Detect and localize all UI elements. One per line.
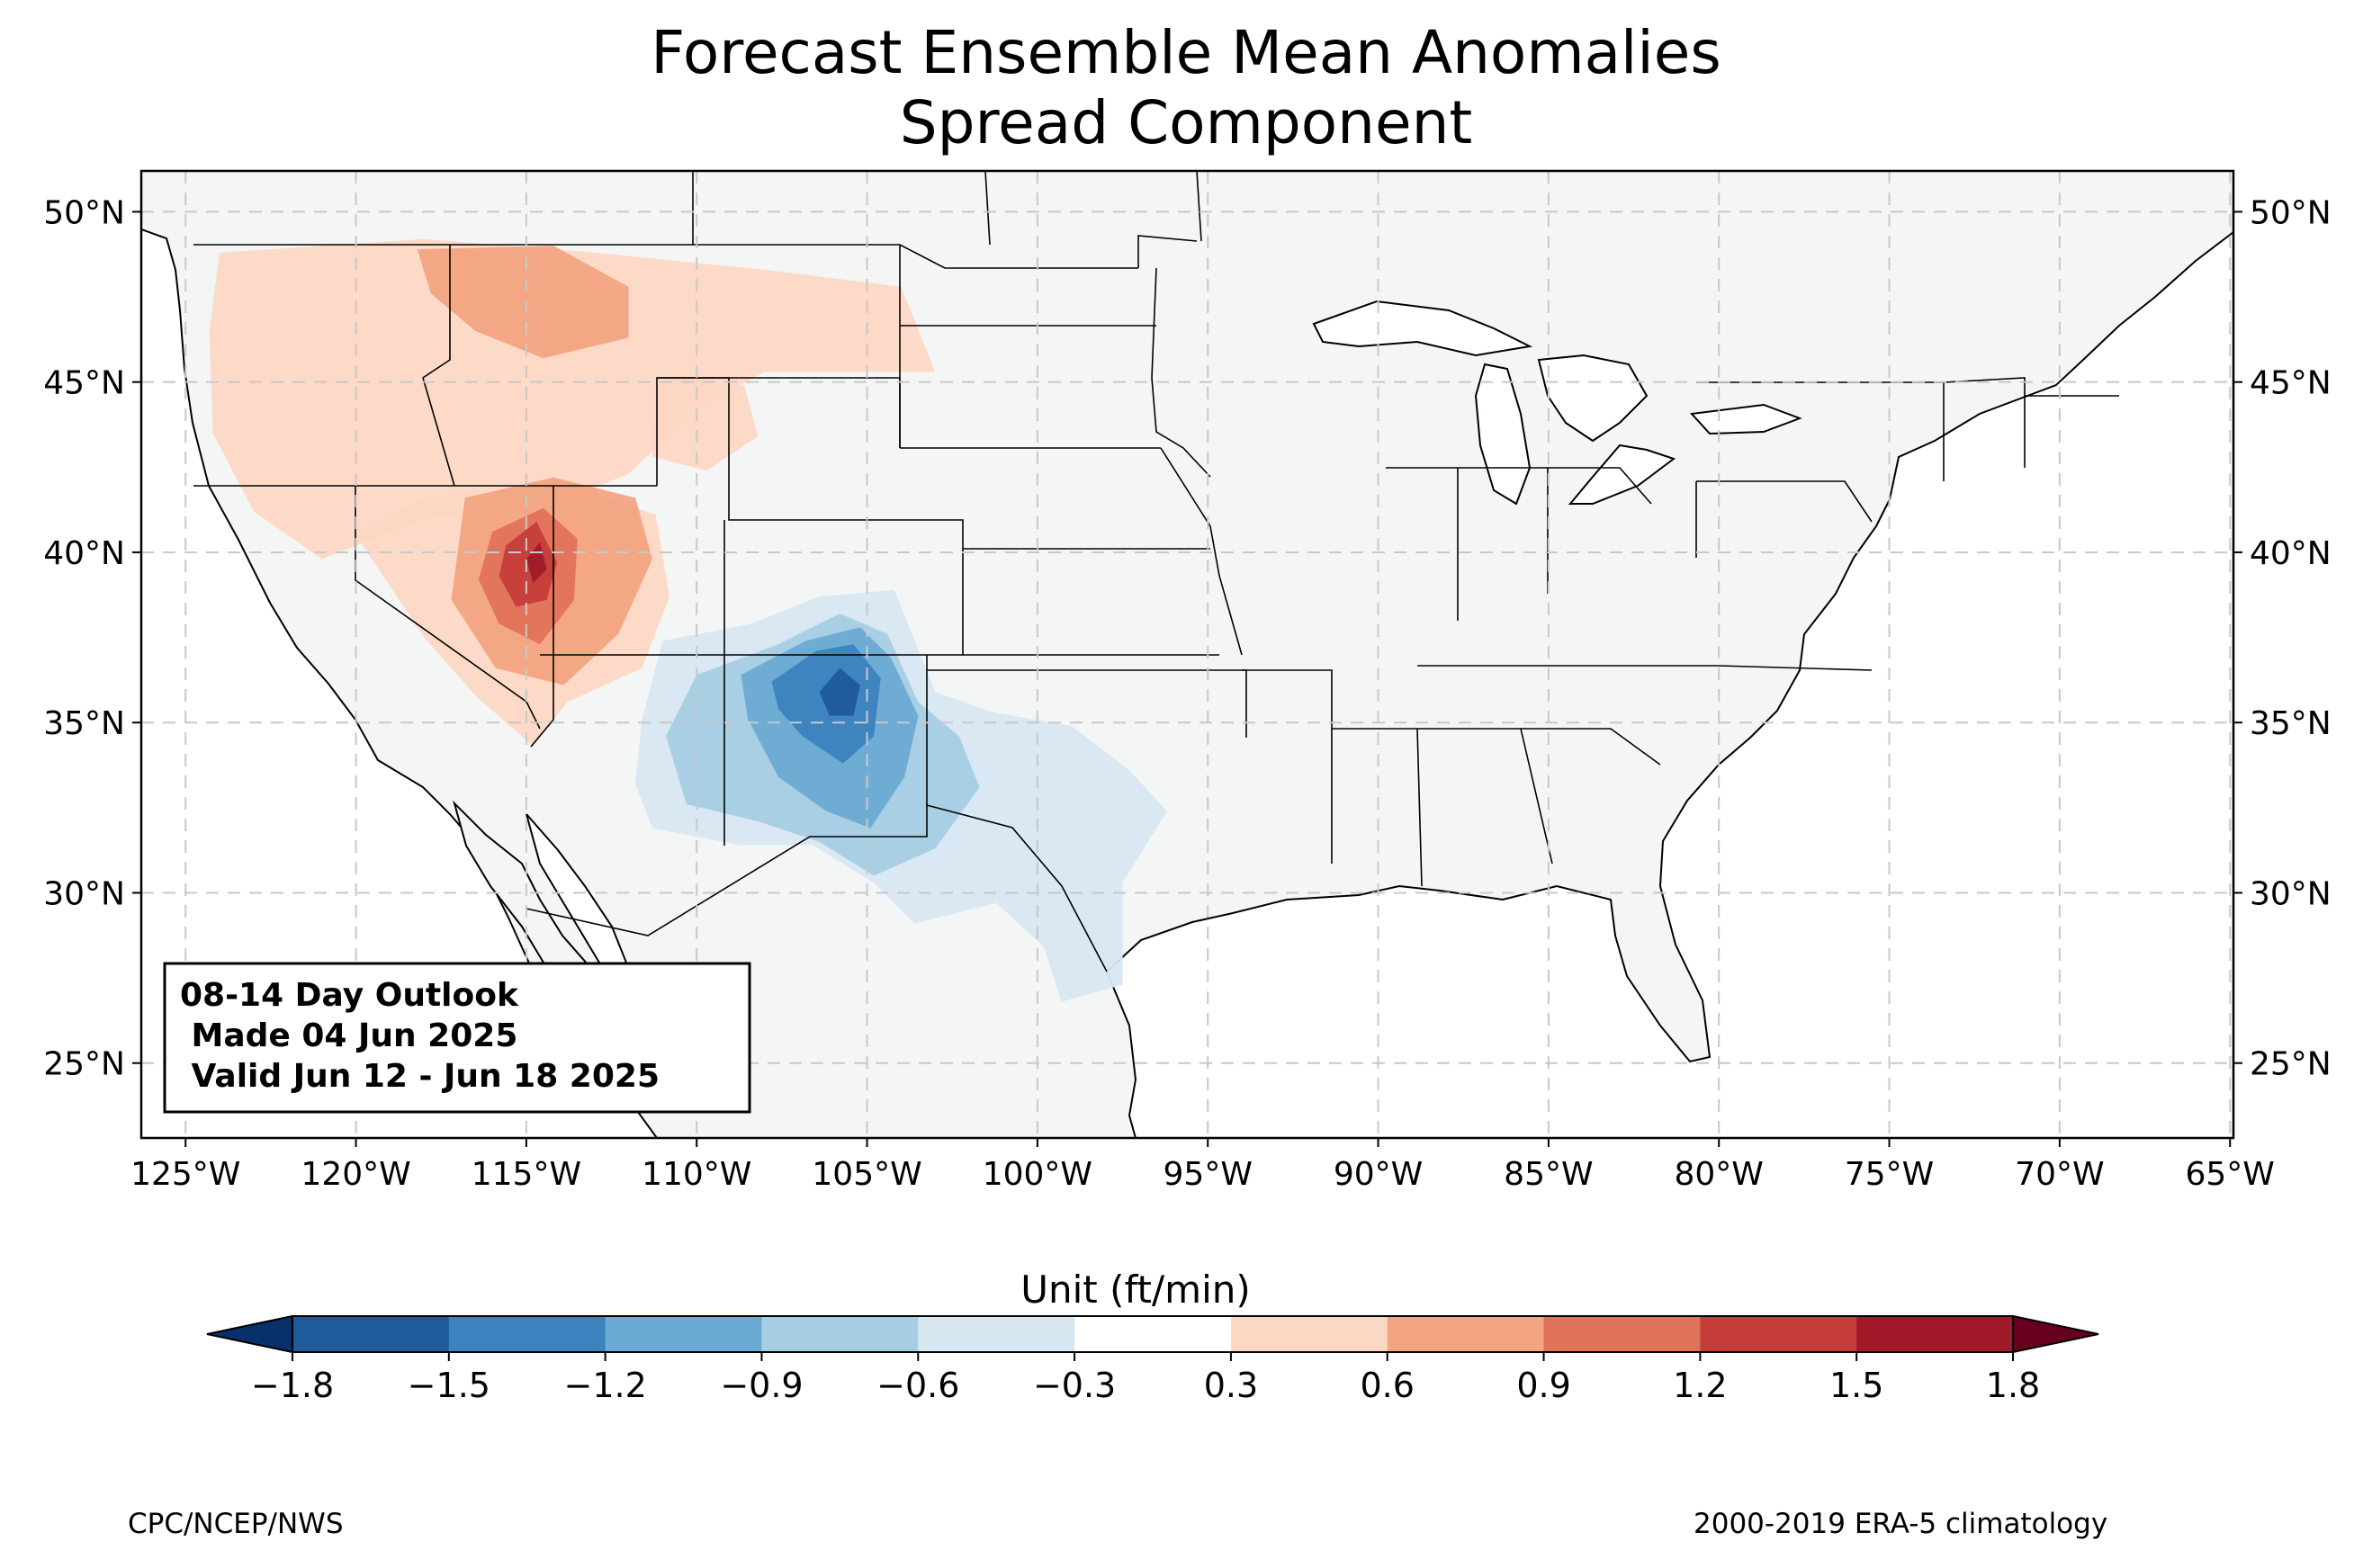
lat-label-left: 45°N [43, 365, 125, 402]
lon-label: 80°W [1675, 1156, 1764, 1193]
anomaly-northwest-positive [209, 238, 936, 560]
lon-label: 75°W [1845, 1156, 1934, 1193]
lon-label: 100°W [983, 1156, 1092, 1193]
colorbar-segment [1700, 1316, 1857, 1352]
colorbar-tick-label: 0.9 [1516, 1366, 1570, 1405]
lon-label: 65°W [2186, 1156, 2275, 1193]
lat-label-left: 50°N [43, 194, 125, 231]
colorbar-under-arrow [206, 1314, 293, 1354]
lat-label-left: 30°N [43, 875, 125, 912]
lon-label: 105°W [812, 1156, 921, 1193]
lat-label-right: 30°N [2250, 875, 2332, 912]
footer-climatology: 2000-2019 ERA-5 climatology [1694, 1508, 2108, 1540]
great-lakes [1312, 300, 1802, 506]
borders [193, 171, 2119, 972]
lat-label-right: 45°N [2250, 365, 2332, 402]
colorbar-tick-label: −1.5 [408, 1366, 490, 1405]
lon-label: 110°W [642, 1156, 751, 1193]
title-line-2: Spread Component [899, 88, 1473, 157]
colorbar-segment [918, 1316, 1075, 1352]
colorbar-tick-label: −1.2 [563, 1366, 646, 1405]
lon-label: 90°W [1334, 1156, 1423, 1193]
colorbar-segment [1387, 1316, 1545, 1352]
colorbar-tick-label: 1.5 [1829, 1366, 1883, 1405]
info-box-line-3: Valid Jun 12 - Jun 18 2025 [180, 1058, 660, 1095]
footer-credit: CPC/NCEP/NWS [128, 1508, 344, 1540]
lat-label-left: 35°N [43, 705, 125, 742]
lat-label-right: 25°N [2250, 1046, 2332, 1083]
lon-label: 95°W [1164, 1156, 1253, 1193]
map-frame [139, 169, 2235, 1140]
colorbar: −1.8 −1.5 −1.2 −0.9 −0.6 −0.3 0.3 0.6 0.9 1.2 1.5 1… [206, 1314, 2099, 1405]
lon-label: 120°W [301, 1156, 410, 1193]
anomaly-wyoming-positive [652, 375, 759, 471]
lon-label: 115°W [472, 1156, 581, 1193]
axis-ticks: 50°N 50°N 45°N 45°N 40°N 40°N 35°N 35°N 30°N 30°N… [43, 194, 2332, 1193]
colorbar-tick-label: −1.8 [251, 1366, 334, 1405]
colorbar-tick-label: 0.6 [1361, 1366, 1415, 1405]
colorbar-tick-label: 1.2 [1673, 1366, 1727, 1405]
colorbar-segment [448, 1316, 606, 1352]
colorbar-segment [605, 1316, 762, 1352]
colorbar-frame [292, 1315, 2014, 1353]
colorbar-over-arrow [2012, 1314, 2099, 1354]
colorbar-segment [292, 1316, 450, 1352]
colorbar-tick-label: 1.8 [1986, 1366, 2040, 1405]
colorbar-segment [1230, 1316, 1388, 1352]
info-box: 08-14 Day Outlook Made 04 Jun 2025 Valid… [163, 962, 751, 1114]
colorbar-tick-label: −0.3 [1033, 1366, 1116, 1405]
colorbar-tick-label: −0.6 [876, 1366, 959, 1405]
lat-label-right: 35°N [2250, 705, 2332, 742]
lat-label-right: 50°N [2250, 194, 2332, 231]
lon-label: 70°W [2015, 1156, 2104, 1193]
info-box-line-1: 08-14 Day Outlook [180, 977, 519, 1014]
colorbar-segment [1856, 1316, 2014, 1352]
lat-label-left: 40°N [43, 535, 125, 572]
lat-label-right: 40°N [2250, 535, 2332, 572]
colorbar-segment [1074, 1316, 1232, 1352]
lon-label: 85°W [1504, 1156, 1593, 1193]
colorbar-tick-label: −0.9 [720, 1366, 803, 1405]
title-line-1: Forecast Ensemble Mean Anomalies [651, 18, 1721, 87]
info-box-line-2: Made 04 Jun 2025 [180, 1017, 517, 1054]
lat-label-left: 25°N [43, 1046, 125, 1083]
lon-label: 125°W [130, 1156, 240, 1193]
colorbar-tick-label: 0.3 [1204, 1366, 1258, 1405]
colorbar-label: Unit (ft/min) [1020, 1268, 1251, 1312]
colorbar-segment [1543, 1316, 1701, 1352]
colorbar-segment [761, 1316, 919, 1352]
anomaly-shading [209, 238, 1167, 1002]
anomaly-new-mexico-peak [819, 668, 860, 716]
anomaly-montana-positive [417, 246, 629, 359]
